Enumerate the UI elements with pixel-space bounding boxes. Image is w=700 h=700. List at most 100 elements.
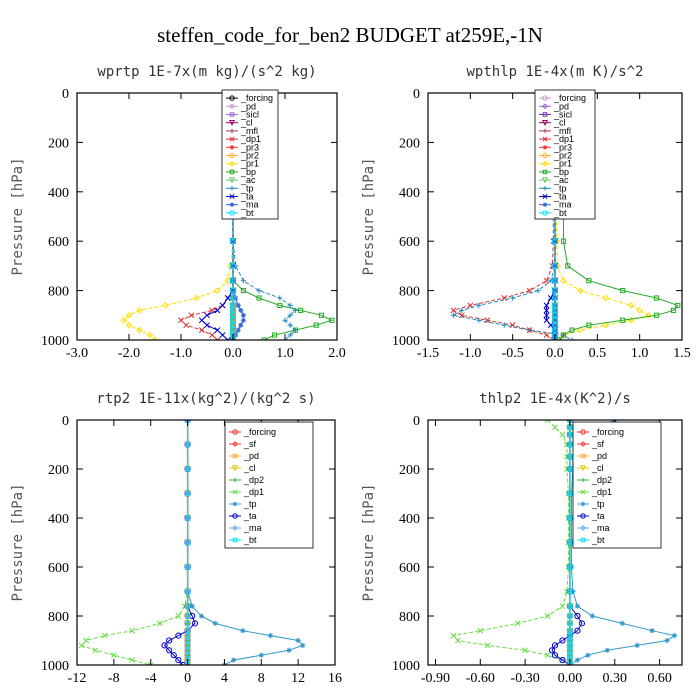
data-point-bp [272, 332, 278, 338]
data-point-dp1 [178, 317, 184, 324]
legend-marker [232, 441, 238, 447]
legend-entry-ma: _ma [240, 200, 259, 210]
data-point-tp [510, 295, 516, 301]
legend-marker [541, 120, 549, 127]
legend-marker [542, 145, 548, 150]
x-tick-label: 1.0 [276, 346, 294, 361]
data-point-ma [238, 307, 244, 313]
data-point-tp [568, 564, 575, 570]
data-point-tp [240, 278, 246, 284]
data-point-dp1 [198, 327, 205, 334]
legend-entry-mfl: _mfl [240, 126, 258, 136]
data-point-ma [552, 238, 558, 244]
legend-marker [229, 202, 235, 207]
data-point-bp [560, 238, 567, 244]
y-axis-label: Pressure [hPa] [10, 483, 26, 601]
data-point-tp [189, 603, 195, 609]
x-tick-label: 2.0 [328, 346, 346, 361]
data-point-bt [184, 637, 191, 644]
data-point-tp [476, 302, 482, 309]
data-point-tp [527, 327, 533, 333]
data-point-bt [551, 277, 559, 284]
data-point-tp [574, 657, 581, 663]
legend: _forcing _sf _pd _cl _dp2 _dp1 _tp _ta _ma _bt [224, 421, 314, 549]
data-point-dp1 [543, 332, 550, 339]
data-point-pr1 [602, 294, 610, 302]
data-point-dp1 [92, 647, 99, 654]
data-point-ma [552, 288, 558, 294]
data-point-bp [329, 317, 335, 323]
data-point-pr1 [224, 277, 232, 285]
data-point-ta [574, 627, 581, 634]
chart-panel-2: wpthlp 1E-4x(m K)/s^2 Pressure [hPa] -1.5 -… [361, 64, 691, 361]
data-point-pr1 [151, 336, 159, 340]
data-point-ta [551, 652, 559, 659]
legend-entry-bt: _bt [553, 208, 567, 218]
y-tick-label: 200 [399, 463, 420, 478]
legend-marker [232, 453, 238, 459]
series-line-pr1 [123, 93, 234, 340]
data-point-bt [567, 490, 573, 497]
data-point-tp [574, 603, 581, 609]
data-point-ta [214, 327, 221, 334]
legend-entry-dp2: _dp2 [591, 475, 612, 485]
legend-marker [580, 537, 586, 543]
y-tick-label: 1000 [41, 334, 69, 349]
legend-entry-pr2: _pr2 [553, 151, 572, 161]
chart-panel-3: rtp2 1E-11x(kg^2)/(kg^2 s) Pressure [hPa]… [10, 391, 342, 686]
legend-entry-dp1: _dp1 [243, 487, 264, 497]
data-point-ta [175, 632, 182, 639]
data-point-dp1 [454, 637, 461, 644]
legend-marker [229, 95, 235, 101]
legend-entry-cl: _cl [240, 118, 253, 128]
data-point-tp [664, 637, 670, 644]
y-axis-label: Pressure [hPa] [361, 157, 377, 275]
panel-title: thlp2 1E-4x(K^2)/s [479, 391, 631, 407]
legend-marker [542, 160, 548, 167]
data-point-bt [229, 238, 237, 245]
data-point-bt [229, 294, 237, 302]
data-point-dp1 [209, 332, 216, 339]
x-tick-label: -1.0 [170, 346, 192, 361]
legend-entry-ac: _ac [553, 175, 569, 185]
legend-entry-ma: _ma [591, 523, 610, 533]
legend-marker [232, 429, 238, 435]
data-point-bp [261, 337, 267, 340]
data-point-tp [568, 515, 575, 521]
y-tick-label: 600 [399, 235, 420, 250]
legend-entry-dp1: _dp1 [240, 134, 261, 144]
legend-entry-ta: _ta [240, 192, 254, 202]
data-point-ma [240, 312, 246, 318]
data-point-tp [292, 307, 298, 313]
data-point-bt [184, 564, 191, 570]
x-tick-label: 0.30 [603, 671, 628, 686]
x-tick-label: 0.60 [647, 671, 672, 686]
x-tick-label: 1.5 [673, 346, 691, 361]
data-point-bp [313, 322, 319, 328]
x-tick-label: -2.0 [118, 346, 140, 361]
data-point-dp1 [559, 431, 566, 438]
data-point-tp [282, 317, 288, 323]
data-point-bt [567, 642, 573, 648]
legend-marker [580, 453, 586, 459]
data-point-bt [567, 620, 573, 626]
data-point-bt [184, 633, 191, 639]
legend-entry-pd: _pd [553, 101, 569, 111]
data-point-ta [224, 337, 231, 340]
legend-entry-sf: _sf [243, 439, 257, 449]
data-point-ma [235, 302, 241, 309]
data-point-ta [224, 295, 231, 301]
data-point-ta [548, 647, 556, 654]
data-point-pr1 [146, 331, 154, 339]
data-point-bt [184, 441, 191, 448]
data-point-bp [670, 307, 677, 313]
data-point-pr1 [193, 294, 200, 302]
legend-marker [229, 193, 235, 200]
y-tick-label: 400 [399, 186, 420, 201]
data-point-bp [654, 295, 660, 301]
legend-entry-sf: _sf [591, 439, 605, 449]
y-tick-label: 400 [48, 186, 69, 201]
x-tick-label: 0.0 [546, 346, 564, 361]
legend-marker [542, 210, 548, 216]
legend-marker [580, 501, 586, 507]
